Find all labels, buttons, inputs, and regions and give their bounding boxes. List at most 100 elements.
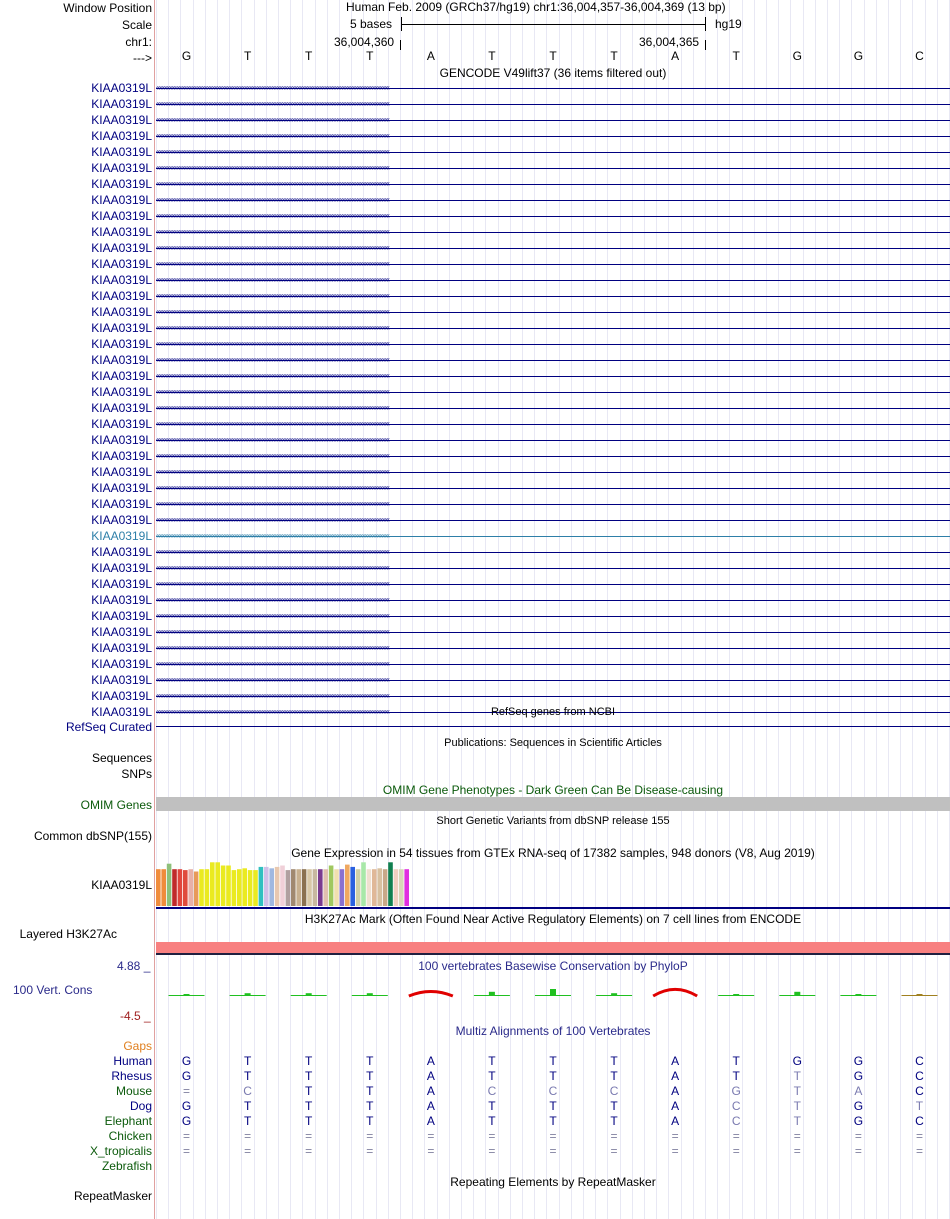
publications-label[interactable]: Sequences — [91, 751, 152, 765]
gtex-tissue-bar[interactable] — [291, 869, 296, 906]
gencode-gene-label[interactable]: KIAA0319L — [91, 561, 152, 575]
gencode-transcript[interactable]: ‹‹‹‹‹‹‹‹‹‹‹‹‹‹‹‹‹‹‹‹‹‹‹‹‹‹‹‹‹‹‹‹‹‹‹‹‹‹‹‹… — [156, 434, 950, 446]
phylop-label[interactable]: 100 Vert. Cons — [13, 983, 93, 997]
gencode-transcript[interactable]: ‹‹‹‹‹‹‹‹‹‹‹‹‹‹‹‹‹‹‹‹‹‹‹‹‹‹‹‹‹‹‹‹‹‹‹‹‹‹‹‹… — [156, 706, 950, 718]
dbsnp-label[interactable]: Common dbSNP(155) — [33, 829, 152, 843]
gencode-gene-label[interactable]: KIAA0319L — [91, 497, 152, 511]
gencode-gene-label[interactable]: KIAA0319L — [91, 321, 152, 335]
gencode-transcript[interactable]: ‹‹‹‹‹‹‹‹‹‹‹‹‹‹‹‹‹‹‹‹‹‹‹‹‹‹‹‹‹‹‹‹‹‹‹‹‹‹‹‹… — [156, 498, 950, 510]
gencode-gene-label[interactable]: KIAA0319L — [91, 113, 152, 127]
multiz-species-label[interactable]: Zebrafish — [101, 1159, 152, 1173]
gtex-tissue-bar[interactable] — [269, 868, 274, 906]
gencode-transcript[interactable]: ‹‹‹‹‹‹‹‹‹‹‹‹‹‹‹‹‹‹‹‹‹‹‹‹‹‹‹‹‹‹‹‹‹‹‹‹‹‹‹‹… — [156, 674, 950, 686]
gtex-tissue-bar[interactable] — [285, 870, 291, 906]
gencode-gene-label[interactable]: KIAA0319L — [91, 465, 152, 479]
gtex-tissue-bar[interactable] — [296, 869, 301, 906]
gtex-tissue-bar[interactable] — [183, 870, 188, 906]
gtex-tissue-bar[interactable] — [199, 869, 204, 906]
gtex-tissue-bar[interactable] — [177, 869, 183, 906]
gencode-gene-label[interactable]: KIAA0319L — [91, 417, 152, 431]
h3k27ac-title[interactable]: H3K27Ac Mark (Often Found Near Active Re… — [304, 912, 802, 926]
gtex-tissue-bar[interactable] — [361, 862, 366, 906]
gtex-tissue-bar[interactable] — [242, 868, 247, 906]
phylop-title[interactable]: 100 vertebrates Basewise Conservation by… — [418, 959, 688, 973]
gencode-gene-label[interactable]: KIAA0319L — [91, 273, 152, 287]
gencode-gene-label[interactable]: KIAA0319L — [91, 705, 152, 719]
gtex-tissue-bar[interactable] — [166, 863, 172, 906]
gencode-gene-label[interactable]: KIAA0319L — [91, 481, 152, 495]
gtex-title[interactable]: Gene Expression in 54 tissues from GTEx … — [291, 846, 815, 860]
gtex-tissue-bar[interactable] — [382, 869, 388, 906]
gencode-transcript[interactable]: ‹‹‹‹‹‹‹‹‹‹‹‹‹‹‹‹‹‹‹‹‹‹‹‹‹‹‹‹‹‹‹‹‹‹‹‹‹‹‹‹… — [156, 482, 950, 494]
gtex-tissue-bar[interactable] — [307, 869, 312, 906]
gtex-tissue-bar[interactable] — [193, 871, 199, 907]
phylop-score-mark[interactable] — [488, 991, 495, 996]
gencode-transcript[interactable]: ‹‹‹‹‹‹‹‹‹‹‹‹‹‹‹‹‹‹‹‹‹‹‹‹‹‹‹‹‹‹‹‹‹‹‹‹‹‹‹‹… — [156, 530, 950, 542]
gencode-transcript[interactable]: ‹‹‹‹‹‹‹‹‹‹‹‹‹‹‹‹‹‹‹‹‹‹‹‹‹‹‹‹‹‹‹‹‹‹‹‹‹‹‹‹… — [156, 242, 950, 254]
repeatmasker-title[interactable]: Repeating Elements by RepeatMasker — [450, 1175, 656, 1189]
multiz-species-label[interactable]: Chicken — [108, 1129, 152, 1143]
omim-label[interactable]: OMIM Genes — [80, 798, 152, 812]
gencode-gene-label[interactable]: KIAA0319L — [91, 145, 152, 159]
gencode-gene-label[interactable]: KIAA0319L — [91, 657, 152, 671]
gencode-transcript[interactable]: ‹‹‹‹‹‹‹‹‹‹‹‹‹‹‹‹‹‹‹‹‹‹‹‹‹‹‹‹‹‹‹‹‹‹‹‹‹‹‹‹… — [156, 194, 950, 206]
gencode-transcript[interactable]: ‹‹‹‹‹‹‹‹‹‹‹‹‹‹‹‹‹‹‹‹‹‹‹‹‹‹‹‹‹‹‹‹‹‹‹‹‹‹‹‹… — [156, 658, 950, 670]
multiz-species-label[interactable]: X_tropicalis — [89, 1144, 152, 1158]
gtex-tissue-bar[interactable] — [318, 869, 323, 906]
multiz-species-label[interactable]: Dog — [129, 1099, 152, 1113]
gtex-tissue-bar[interactable] — [215, 862, 220, 906]
refseq-label[interactable]: RefSeq Curated — [65, 720, 152, 734]
phylop-score-mark[interactable] — [652, 987, 698, 998]
gencode-transcript[interactable]: ‹‹‹‹‹‹‹‹‹‹‹‹‹‹‹‹‹‹‹‹‹‹‹‹‹‹‹‹‹‹‹‹‹‹‹‹‹‹‹‹… — [156, 386, 950, 398]
gtex-tissue-bar[interactable] — [258, 866, 264, 906]
gencode-transcript[interactable]: ‹‹‹‹‹‹‹‹‹‹‹‹‹‹‹‹‹‹‹‹‹‹‹‹‹‹‹‹‹‹‹‹‹‹‹‹‹‹‹‹… — [156, 578, 950, 590]
gencode-transcript[interactable]: ‹‹‹‹‹‹‹‹‹‹‹‹‹‹‹‹‹‹‹‹‹‹‹‹‹‹‹‹‹‹‹‹‹‹‹‹‹‹‹‹… — [156, 130, 950, 142]
gtex-tissue-bar[interactable] — [264, 866, 269, 906]
gtex-tissue-bar[interactable] — [231, 870, 237, 906]
phylop-score-mark[interactable] — [244, 993, 251, 996]
gtex-tissue-bar[interactable] — [388, 862, 393, 906]
gencode-gene-label[interactable]: KIAA0319L — [91, 449, 152, 463]
dbsnp-title[interactable]: Short Genetic Variants from dbSNP releas… — [436, 815, 670, 827]
phylop-score-mark[interactable] — [733, 994, 740, 996]
gtex-tissue-bar[interactable] — [377, 868, 382, 906]
gencode-transcript[interactable]: ‹‹‹‹‹‹‹‹‹‹‹‹‹‹‹‹‹‹‹‹‹‹‹‹‹‹‹‹‹‹‹‹‹‹‹‹‹‹‹‹… — [156, 370, 950, 382]
gencode-transcript[interactable]: ‹‹‹‹‹‹‹‹‹‹‹‹‹‹‹‹‹‹‹‹‹‹‹‹‹‹‹‹‹‹‹‹‹‹‹‹‹‹‹‹… — [156, 626, 950, 638]
gencode-gene-label[interactable]: KIAA0319L — [91, 577, 152, 591]
gtex-bar-chart[interactable] — [156, 858, 950, 910]
gtex-tissue-bar[interactable] — [372, 869, 377, 906]
refseq-title[interactable]: RefSeq genes from NCBI — [490, 706, 616, 718]
gencode-transcript[interactable]: ‹‹‹‹‹‹‹‹‹‹‹‹‹‹‹‹‹‹‹‹‹‹‹‹‹‹‹‹‹‹‹‹‹‹‹‹‹‹‹‹… — [156, 98, 950, 110]
gtex-tissue-bar[interactable] — [220, 865, 226, 907]
gencode-gene-label[interactable]: KIAA0319L — [91, 433, 152, 447]
publications-title[interactable]: Publications: Sequences in Scientific Ar… — [444, 737, 662, 749]
gtex-tissue-bar[interactable] — [280, 865, 285, 907]
gtex-tissue-bar[interactable] — [393, 869, 399, 906]
gencode-transcript[interactable]: ‹‹‹‹‹‹‹‹‹‹‹‹‹‹‹‹‹‹‹‹‹‹‹‹‹‹‹‹‹‹‹‹‹‹‹‹‹‹‹‹… — [156, 210, 950, 222]
gencode-gene-label[interactable]: KIAA0319L — [91, 593, 152, 607]
gencode-transcript[interactable]: ‹‹‹‹‹‹‹‹‹‹‹‹‹‹‹‹‹‹‹‹‹‹‹‹‹‹‹‹‹‹‹‹‹‹‹‹‹‹‹‹… — [156, 338, 950, 350]
gencode-transcript[interactable]: ‹‹‹‹‹‹‹‹‹‹‹‹‹‹‹‹‹‹‹‹‹‹‹‹‹‹‹‹‹‹‹‹‹‹‹‹‹‹‹‹… — [156, 178, 950, 190]
multiz-title[interactable]: Multiz Alignments of 100 Vertebrates — [455, 1024, 651, 1038]
phylop-score-mark[interactable] — [366, 993, 373, 996]
gencode-gene-label[interactable]: KIAA0319L — [91, 257, 152, 271]
repeatmasker-label[interactable]: RepeatMasker — [73, 1189, 152, 1203]
gencode-transcript[interactable]: ‹‹‹‹‹‹‹‹‹‹‹‹‹‹‹‹‹‹‹‹‹‹‹‹‹‹‹‹‹‹‹‹‹‹‹‹‹‹‹‹… — [156, 162, 950, 174]
gencode-transcript[interactable]: ‹‹‹‹‹‹‹‹‹‹‹‹‹‹‹‹‹‹‹‹‹‹‹‹‹‹‹‹‹‹‹‹‹‹‹‹‹‹‹‹… — [156, 450, 950, 462]
gencode-transcript[interactable]: ‹‹‹‹‹‹‹‹‹‹‹‹‹‹‹‹‹‹‹‹‹‹‹‹‹‹‹‹‹‹‹‹‹‹‹‹‹‹‹‹… — [156, 610, 950, 622]
gencode-gene-label[interactable]: KIAA0319L — [91, 305, 152, 319]
gencode-transcript[interactable]: ‹‹‹‹‹‹‹‹‹‹‹‹‹‹‹‹‹‹‹‹‹‹‹‹‹‹‹‹‹‹‹‹‹‹‹‹‹‹‹‹… — [156, 226, 950, 238]
gencode-gene-label[interactable]: KIAA0319L — [91, 289, 152, 303]
phylop-score-mark[interactable] — [305, 993, 312, 996]
gencode-gene-label[interactable]: KIAA0319L — [91, 81, 152, 95]
phylop-score-mark[interactable] — [408, 989, 454, 998]
gtex-tissue-bar[interactable] — [226, 865, 231, 907]
gencode-transcript[interactable]: ‹‹‹‹‹‹‹‹‹‹‹‹‹‹‹‹‹‹‹‹‹‹‹‹‹‹‹‹‹‹‹‹‹‹‹‹‹‹‹‹… — [156, 258, 950, 270]
omim-feature-bar[interactable] — [156, 797, 950, 811]
multiz-species-label[interactable]: Rhesus — [111, 1069, 152, 1083]
refseq-feature-line[interactable] — [156, 726, 950, 727]
gencode-gene-label[interactable]: KIAA0319L — [91, 177, 152, 191]
h3k27ac-signal-bar[interactable] — [156, 942, 950, 953]
gencode-gene-label[interactable]: KIAA0319L — [91, 513, 152, 527]
gencode-gene-label[interactable]: KIAA0319L — [91, 353, 152, 367]
